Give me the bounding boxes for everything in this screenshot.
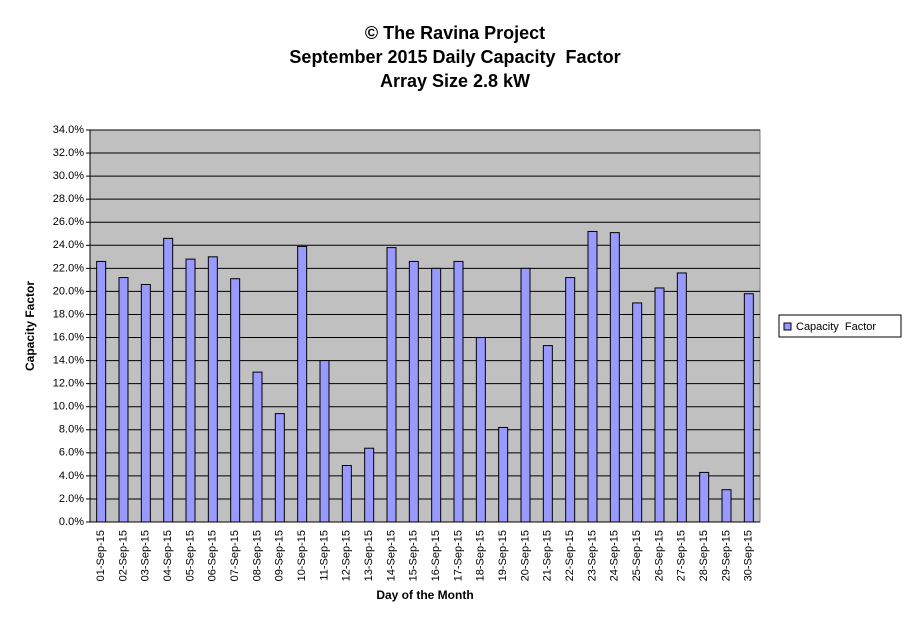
bar [632,302,643,523]
bar [408,260,419,523]
bar [207,256,218,523]
x-tick-label: 15-Sep-15 [408,530,420,581]
chart-subtitle: September 2015 Daily Capacity Factor [289,47,620,67]
y-tick-label: 4.0% [59,470,84,482]
x-tick-label: 11-Sep-15 [318,530,330,581]
bar [498,426,509,523]
bar [431,267,442,523]
bar [699,471,710,523]
chart-subtitle: Array Size 2.8 kW [380,71,530,91]
x-axis-label: Day of the Month [376,588,473,602]
bar [230,278,241,523]
x-tick-label: 09-Sep-15 [274,530,286,581]
x-tick-label: 10-Sep-15 [296,530,308,581]
bar [386,247,397,523]
x-tick-label: 22-Sep-15 [564,530,576,581]
bar [542,345,553,523]
y-tick-label: 30.0% [53,170,84,182]
x-tick-label: 18-Sep-15 [475,530,487,581]
bar [96,260,107,523]
bar [297,245,308,523]
bar [743,293,754,523]
x-tick-label: 12-Sep-15 [341,530,353,581]
y-tick-label: 14.0% [53,354,84,366]
bar [453,260,464,523]
bar [274,413,285,523]
x-tick-label: 17-Sep-15 [452,530,464,581]
bar [654,287,665,523]
y-tick-label: 8.0% [59,424,84,436]
y-tick-label: 6.0% [59,447,84,459]
y-tick-label: 32.0% [53,147,84,159]
legend-label: Capacity Factor [796,321,876,333]
y-axis-label: Capacity Factor [23,281,37,371]
bar [319,360,330,523]
bar [721,489,732,523]
x-tick-label: 21-Sep-15 [542,530,554,581]
x-tick-label: 23-Sep-15 [586,530,598,581]
bar [341,465,352,523]
bar [364,447,375,523]
x-tick-label: 26-Sep-15 [653,530,665,581]
x-tick-label: 13-Sep-15 [363,530,375,581]
bar [252,371,263,523]
x-tick-label: 25-Sep-15 [631,530,643,581]
y-tick-label: 26.0% [53,216,84,228]
y-tick-label: 20.0% [53,285,84,297]
y-tick-label: 22.0% [53,262,84,274]
x-tick-label: 14-Sep-15 [385,530,397,581]
bar [565,277,576,523]
bar [676,272,687,523]
x-tick-label: 24-Sep-15 [609,530,621,581]
x-tick-label: 20-Sep-15 [519,530,531,581]
y-tick-label: 2.0% [59,493,84,505]
x-tick-label: 30-Sep-15 [743,530,755,581]
x-tick-label: 01-Sep-15 [95,530,107,581]
x-tick-label: 04-Sep-15 [162,530,174,581]
x-tick-label: 08-Sep-15 [251,530,263,581]
bar [163,237,174,523]
x-tick-label: 28-Sep-15 [698,530,710,581]
x-tick-label: 02-Sep-15 [117,530,129,581]
x-tick-label: 27-Sep-15 [676,530,688,581]
chart-title: © The Ravina Project [365,23,545,43]
x-tick-label: 19-Sep-15 [497,530,509,581]
y-tick-label: 24.0% [53,239,84,251]
y-tick-label: 12.0% [53,378,84,390]
legend-box [778,314,902,338]
x-tick-label: 06-Sep-15 [207,530,219,581]
legend-swatch [783,322,792,331]
plot-area [89,129,761,523]
y-tick-label: 0.0% [59,516,84,528]
bar [140,283,151,523]
y-tick-label: 34.0% [53,124,84,136]
bar [609,232,620,523]
y-tick-label: 10.0% [53,401,84,413]
x-tick-label: 29-Sep-15 [720,530,732,581]
bar [475,337,486,523]
bar [587,230,598,523]
x-tick-label: 03-Sep-15 [140,530,152,581]
bar [520,267,531,523]
x-tick-label: 16-Sep-15 [430,530,442,581]
x-tick-label: 05-Sep-15 [184,530,196,581]
y-tick-label: 18.0% [53,308,84,320]
y-tick-label: 28.0% [53,193,84,205]
bar [118,277,129,523]
x-tick-label: 07-Sep-15 [229,530,241,581]
y-tick-label: 16.0% [53,331,84,343]
bar [185,258,196,523]
